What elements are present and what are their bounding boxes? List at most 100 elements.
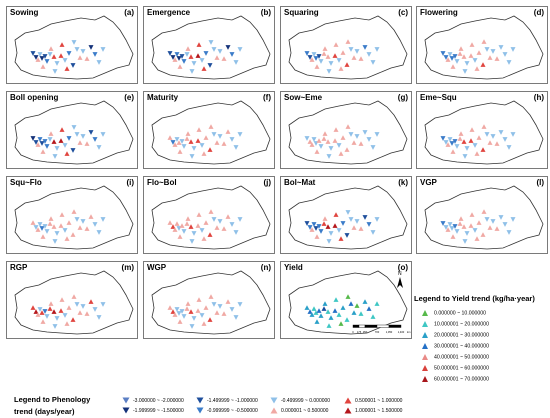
station-marker bbox=[506, 145, 512, 150]
yield-legend-label: 40.000001 ~ 50.000000 bbox=[434, 354, 489, 361]
station-marker bbox=[351, 55, 357, 60]
yield-legend-item: 40.000001 ~ 50.000000 bbox=[422, 354, 489, 360]
panel-letter: (o) bbox=[397, 263, 408, 272]
station-marker bbox=[510, 132, 516, 137]
station-marker bbox=[189, 154, 195, 159]
station-marker bbox=[322, 131, 328, 136]
station-marker bbox=[59, 297, 65, 302]
station-marker bbox=[54, 146, 60, 151]
station-marker bbox=[84, 226, 90, 231]
station-marker bbox=[84, 56, 90, 61]
station-marker bbox=[480, 147, 486, 152]
station-marker bbox=[77, 140, 83, 145]
map-panel-e: Boll opening (e) bbox=[6, 91, 138, 169]
station-marker bbox=[100, 132, 106, 137]
station-marker bbox=[48, 131, 54, 136]
station-marker bbox=[354, 303, 360, 308]
station-marker bbox=[217, 219, 223, 224]
station-marker bbox=[458, 216, 464, 221]
station-marker bbox=[468, 138, 474, 143]
station-marker bbox=[54, 316, 60, 321]
phenology-legend-label: -3.000000 ~ -2.000000 bbox=[133, 397, 184, 404]
station-marker bbox=[217, 134, 223, 139]
station-marker bbox=[457, 51, 463, 56]
station-marker bbox=[336, 143, 342, 148]
yield-legend-title: Legend to Yield trend (kg/ha·year) bbox=[414, 294, 535, 303]
station-marker bbox=[229, 307, 235, 312]
station-marker bbox=[454, 144, 460, 149]
station-marker bbox=[233, 60, 239, 65]
station-marker bbox=[84, 311, 90, 316]
phenology-legend-item: 1.000001 ~ 1.500000 bbox=[344, 407, 402, 414]
station-marker bbox=[374, 47, 380, 52]
panel-title: Emergence bbox=[147, 8, 191, 17]
station-marker bbox=[345, 294, 351, 299]
station-marker bbox=[177, 64, 183, 69]
station-marker bbox=[333, 297, 339, 302]
station-marker bbox=[502, 137, 508, 142]
station-marker bbox=[237, 132, 243, 137]
station-marker bbox=[506, 230, 512, 235]
station-marker bbox=[494, 56, 500, 61]
station-marker bbox=[181, 229, 187, 234]
station-marker bbox=[450, 64, 456, 69]
station-marker bbox=[201, 321, 207, 326]
station-marker bbox=[172, 312, 178, 317]
station-marker bbox=[480, 62, 486, 67]
station-marker bbox=[211, 47, 217, 52]
station-marker bbox=[307, 309, 313, 314]
station-marker bbox=[30, 51, 36, 56]
station-marker bbox=[443, 225, 449, 230]
station-marker bbox=[195, 223, 201, 228]
map-panel-g: Sow~Eme (g) bbox=[280, 91, 412, 169]
station-marker bbox=[207, 63, 213, 68]
yield-legend-label: 60.000001 ~ 70.000000 bbox=[434, 376, 489, 383]
station-marker bbox=[484, 132, 490, 137]
station-marker bbox=[229, 52, 235, 57]
station-marker bbox=[311, 222, 317, 227]
station-marker bbox=[40, 234, 46, 239]
region-outline bbox=[14, 15, 134, 80]
station-marker bbox=[318, 313, 324, 318]
station-marker bbox=[472, 143, 478, 148]
panel-letter: (g) bbox=[397, 93, 408, 102]
phenology-legend-item: 0.000001 ~ 0.500000 bbox=[270, 407, 328, 414]
panel-letter: (n) bbox=[260, 263, 271, 272]
station-marker bbox=[172, 57, 178, 62]
phenology-legend-label: 1.000001 ~ 1.500000 bbox=[355, 407, 403, 414]
station-marker bbox=[40, 149, 46, 154]
station-marker bbox=[332, 223, 338, 228]
station-marker bbox=[318, 229, 324, 234]
station-marker bbox=[58, 138, 64, 143]
panel-letter: (e) bbox=[124, 93, 134, 102]
panel-title: Flo~Bol bbox=[147, 178, 177, 187]
station-marker bbox=[58, 223, 64, 228]
yield-legend-item: 30.000001 ~ 40.000000 bbox=[422, 343, 489, 349]
station-marker bbox=[447, 52, 453, 57]
station-marker bbox=[174, 221, 180, 226]
triangle-up-icon bbox=[422, 310, 428, 316]
station-marker bbox=[199, 228, 205, 233]
station-marker bbox=[348, 132, 354, 137]
yield-legend-label: 30.000001 ~ 40.000000 bbox=[434, 343, 489, 350]
map-panel-f: Maturity (f) bbox=[143, 91, 275, 169]
station-marker bbox=[498, 130, 504, 135]
station-marker bbox=[313, 56, 319, 61]
station-marker bbox=[42, 309, 48, 314]
station-marker bbox=[52, 239, 58, 244]
region-outline bbox=[151, 185, 271, 250]
station-marker bbox=[344, 233, 350, 238]
station-marker bbox=[30, 220, 36, 225]
map-panel-m: RGP (m) bbox=[6, 261, 138, 339]
station-marker bbox=[100, 302, 106, 307]
triangle-down-icon bbox=[196, 397, 204, 404]
map-panel-n: WGP (n) bbox=[143, 261, 275, 339]
yield-legend-item: 50.000001 ~ 60.000000 bbox=[422, 365, 489, 371]
station-marker bbox=[307, 139, 313, 144]
region-outline bbox=[14, 270, 134, 335]
phenology-legend-title-line1: Legend to Phenology bbox=[14, 395, 91, 404]
station-marker bbox=[199, 58, 205, 63]
station-marker bbox=[233, 315, 239, 320]
triangle-up-icon bbox=[344, 407, 352, 414]
station-marker bbox=[189, 69, 195, 74]
